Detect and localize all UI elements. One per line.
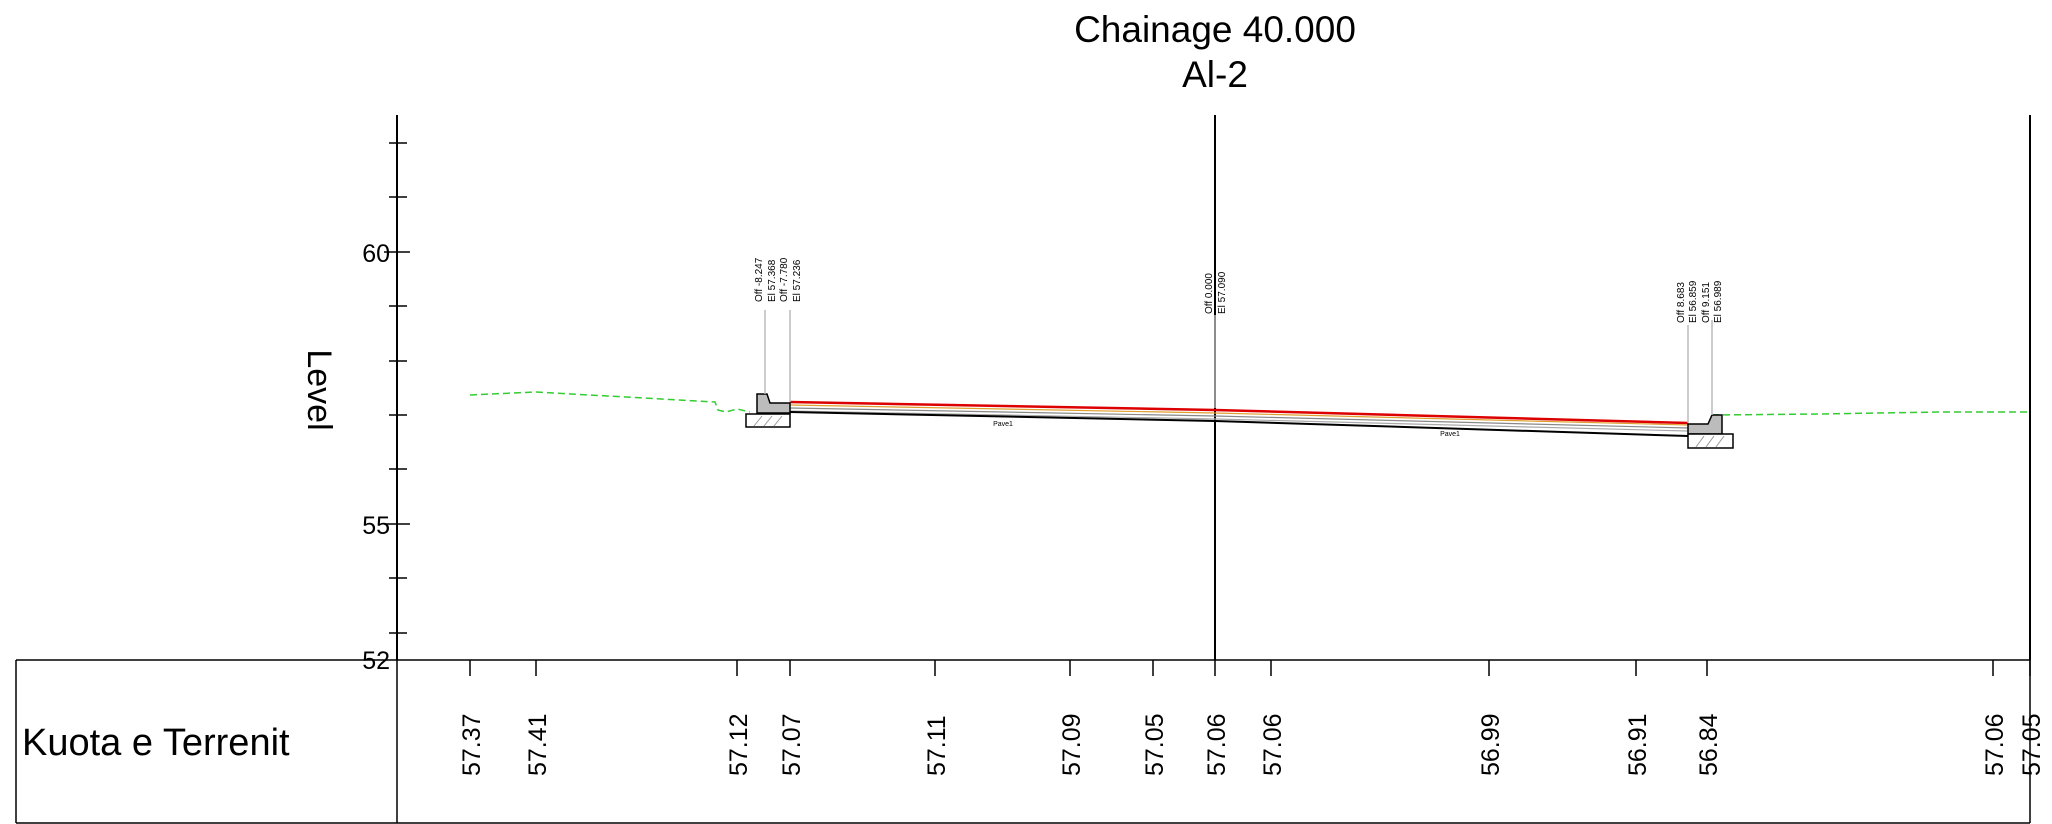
annotation-elev-right-1: El 56.859 [1688, 280, 1699, 323]
band-value: 57.06 [1259, 713, 1287, 776]
annotation-offset-left-2: Off -7.780 [779, 257, 790, 302]
annotation-offset-right-1: Off 8.683 [1676, 282, 1687, 323]
band-value: 57.07 [778, 713, 806, 776]
annotation-offset-center: Off 0.000 [1204, 273, 1215, 314]
annotation-elev-center: El 57.090 [1217, 271, 1228, 314]
surface-layer-orange [789, 404, 1689, 426]
band-value: 57.11 [923, 715, 951, 776]
level-axis-ticks [384, 142, 410, 634]
annotation-leaders [764, 310, 1713, 423]
annotation-elev-left-2: El 57.236 [792, 259, 803, 302]
alignment-title: Al-2 [1182, 54, 1248, 95]
band-tick-marks [469, 660, 2031, 676]
band-value: 57.05 [2018, 713, 2046, 776]
data-band-frame [15, 659, 2031, 824]
surface-layer-gray-2 [789, 410, 1689, 432]
level-tick-52: 52 [362, 647, 390, 675]
pavement-base-line [789, 411, 1689, 437]
level-tick-60: 60 [362, 240, 390, 268]
right-curb [1687, 414, 1723, 435]
band-value: 57.12 [725, 713, 753, 776]
annotation-offset-left-1: Off -8.247 [754, 257, 765, 302]
level-tick-55: 55 [362, 512, 390, 540]
chainage-title: Chainage 40.000 [1074, 9, 1356, 50]
band-value: 56.84 [1695, 713, 1723, 776]
surface-layer-gray-1 [789, 407, 1689, 429]
existing-ground-line-right [1711, 411, 2030, 416]
band-value: 57.05 [1141, 713, 1169, 776]
band-value: 57.41 [524, 713, 552, 776]
band-value: 57.06 [1981, 713, 2009, 776]
level-axis-label: Level [300, 349, 338, 430]
annotation-elev-left-1: El 57.368 [767, 259, 778, 302]
left-foundation-hatch [753, 415, 783, 427]
right-foundation-hatch [1695, 435, 1725, 448]
band-value: 57.09 [1058, 713, 1086, 776]
annotation-offset-right-2: Off 9.151 [1701, 282, 1712, 323]
finished-surface-top [789, 400, 1689, 425]
band-value: 57.06 [1203, 713, 1231, 776]
annotation-elev-right-2: El 56.989 [1713, 280, 1724, 323]
pavement-label-left: Pave1 [993, 421, 1013, 428]
band-value: 56.99 [1477, 713, 1505, 776]
pavement-label-right: Pave1 [1440, 431, 1460, 438]
left-curb [756, 393, 791, 414]
existing-ground-line [469, 391, 751, 413]
data-band-label: Kuota e Terrenit [22, 722, 290, 764]
band-value: 57.37 [458, 713, 486, 776]
band-value: 56.91 [1624, 713, 1652, 776]
